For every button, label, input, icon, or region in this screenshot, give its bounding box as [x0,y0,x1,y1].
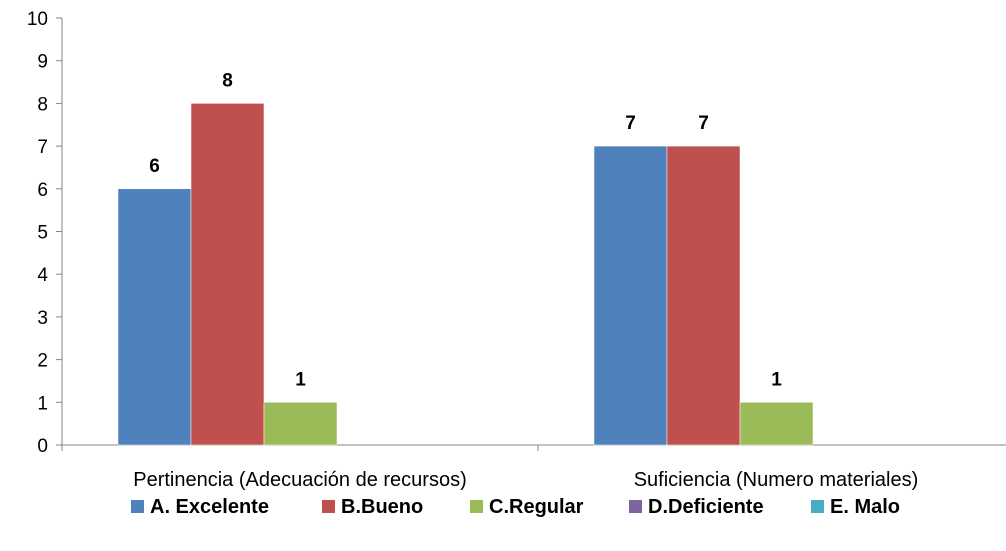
data-label: 8 [222,70,233,91]
legend-label: B.Bueno [341,496,423,518]
bars [117,103,814,446]
legend-label: C.Regular [489,496,584,518]
data-label: 1 [295,369,306,390]
y-tick-label: 1 [37,393,48,414]
y-tick-label: 10 [27,9,48,30]
y-tick-label: 8 [37,94,48,115]
y-tick-label: 3 [37,308,48,329]
legend-label: D.Deficiente [648,496,764,518]
x-category-label: Pertinencia (Adecuación de recursos) [133,469,467,491]
bar [593,145,668,446]
bar [117,188,192,446]
data-label: 7 [698,113,709,134]
bar [263,402,338,446]
y-tick-label: 0 [37,436,48,457]
bar [666,145,741,446]
legend-swatch [811,500,824,513]
bar [190,103,265,446]
x-category-label: Suficiencia (Numero materiales) [634,469,919,491]
bar [739,402,814,446]
y-tick-label: 9 [37,52,48,73]
legend-label: A. Excelente [150,496,269,518]
y-tick-label: 6 [37,180,48,201]
y-tick-label: 7 [37,137,48,158]
legend-swatch [131,500,144,513]
axes: 0 1 2 3 4 5 6 7 8 9 10 Pertinencia (Adecuación de r… [27,9,1006,491]
legend-swatch [470,500,483,513]
data-labels: 6 8 1 7 7 1 [149,70,782,390]
legend: A. Excelente B.Bueno C.Regular D.Deficiente… [131,496,900,518]
legend-swatch [629,500,642,513]
legend-label: E. Malo [830,496,900,518]
legend-swatch [322,500,335,513]
data-label: 1 [771,369,782,390]
data-label: 6 [149,156,160,177]
y-tick-label: 2 [37,351,48,372]
y-tick-label: 5 [37,223,48,244]
data-label: 7 [625,113,636,134]
y-tick-label: 4 [37,265,48,286]
